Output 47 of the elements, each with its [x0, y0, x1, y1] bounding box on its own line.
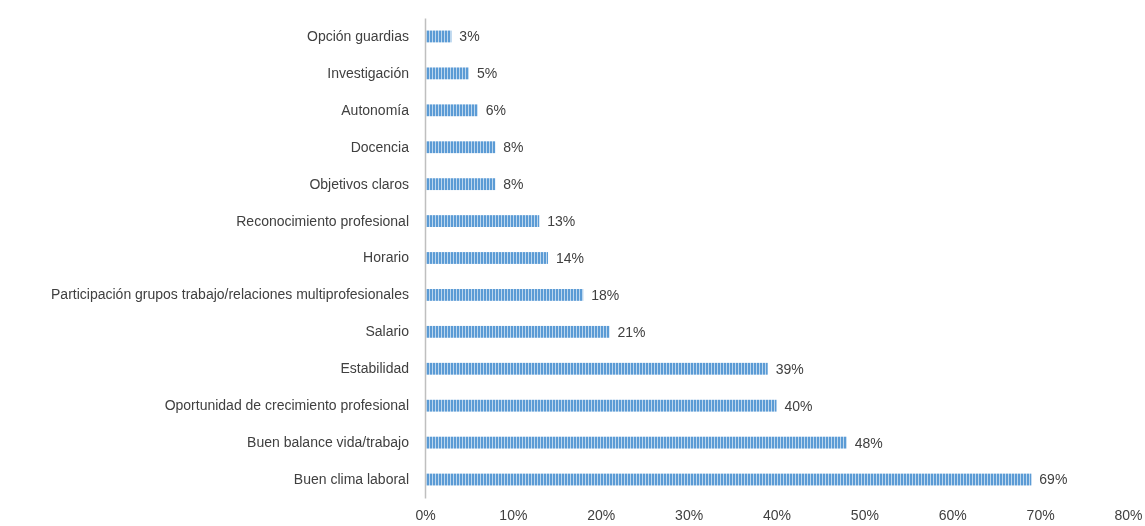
y-tick-label: Reconocimiento profesional: [236, 212, 409, 229]
x-tick-label: 30%: [675, 507, 704, 524]
y-tick-label: Objetivos claros: [309, 175, 409, 192]
y-tick-label: Estabilidad: [340, 360, 409, 377]
data-label: 48%: [854, 434, 883, 451]
y-tick-label: Salario: [365, 323, 410, 340]
bar: [425, 436, 847, 449]
x-tick-label: 40%: [762, 507, 792, 524]
y-tick-label: Docencia: [350, 138, 410, 155]
bar: [425, 178, 496, 191]
y-tick-label: Oportunidad de crecimiento profesional: [164, 397, 409, 414]
x-tick-label: 80%: [1114, 507, 1143, 524]
data-label: 21%: [617, 323, 646, 340]
x-tick-label: 10%: [499, 507, 528, 524]
x-tick-label: 20%: [587, 507, 616, 524]
data-label: 8%: [503, 176, 524, 193]
y-tick-label: Opción guardias: [307, 27, 409, 44]
y-tick-label: Buen clima laboral: [293, 471, 409, 488]
bar: [425, 362, 768, 375]
x-tick-label: 0%: [415, 507, 436, 524]
x-tick-label: 70%: [1026, 507, 1055, 524]
y-tick-label: Autonomía: [341, 101, 410, 118]
data-label: 6%: [485, 102, 506, 119]
bar: [425, 325, 610, 338]
bar: [425, 215, 540, 227]
data-label: 8%: [503, 139, 524, 156]
data-label: 40%: [784, 397, 813, 414]
bar: [425, 252, 549, 264]
data-label: 18%: [591, 286, 620, 303]
y-tick-label: Horario: [363, 249, 410, 266]
bar: [425, 104, 478, 117]
y-tick-label: Investigación: [327, 64, 409, 81]
y-tick-label: Participación grupos trabajo/relaciones multiprofesionales: [51, 286, 409, 303]
bar: [425, 399, 777, 412]
data-label: 3%: [459, 28, 480, 45]
data-label: 14%: [556, 249, 585, 266]
x-tick-label: 60%: [938, 507, 967, 524]
bar: [425, 473, 1032, 486]
data-label: 69%: [1039, 471, 1068, 488]
data-label: 39%: [775, 360, 804, 377]
x-tick-label: 50%: [850, 507, 879, 524]
data-label: 13%: [547, 212, 576, 229]
bar: [425, 67, 469, 80]
bar: [425, 289, 584, 301]
data-label: 5%: [476, 65, 498, 82]
bar: [425, 141, 496, 154]
y-tick-label: Buen balance vida/trabajo: [247, 434, 410, 451]
